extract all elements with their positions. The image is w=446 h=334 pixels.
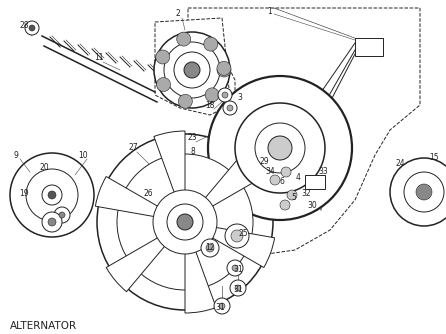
Polygon shape — [155, 18, 230, 115]
Circle shape — [167, 204, 203, 240]
Polygon shape — [188, 8, 420, 255]
Circle shape — [177, 214, 193, 230]
Text: 23: 23 — [187, 134, 197, 143]
Circle shape — [42, 185, 62, 205]
Circle shape — [10, 153, 94, 237]
Circle shape — [48, 191, 56, 199]
Text: 26: 26 — [143, 189, 153, 198]
Text: 1: 1 — [268, 7, 273, 16]
Circle shape — [235, 285, 241, 291]
Text: 11: 11 — [94, 53, 104, 62]
Circle shape — [222, 92, 228, 98]
Circle shape — [227, 260, 243, 276]
Circle shape — [390, 158, 446, 226]
Circle shape — [232, 265, 238, 271]
Text: 2: 2 — [176, 9, 180, 18]
Circle shape — [59, 212, 65, 218]
Circle shape — [117, 154, 253, 290]
Circle shape — [164, 42, 220, 98]
Circle shape — [214, 298, 230, 314]
Circle shape — [205, 88, 219, 102]
Text: 12: 12 — [205, 243, 215, 253]
Circle shape — [206, 244, 214, 252]
Bar — [305, 175, 325, 189]
Circle shape — [178, 94, 192, 108]
Wedge shape — [95, 176, 185, 222]
Circle shape — [54, 207, 70, 223]
Text: 6: 6 — [280, 176, 285, 185]
Circle shape — [29, 25, 35, 31]
Text: 4: 4 — [296, 173, 301, 182]
Circle shape — [177, 32, 191, 46]
Text: 30: 30 — [307, 201, 317, 210]
Text: 20: 20 — [39, 164, 49, 172]
Text: 10: 10 — [78, 151, 88, 160]
Wedge shape — [185, 222, 275, 268]
Text: 27: 27 — [128, 144, 138, 153]
Text: 32: 32 — [301, 189, 311, 198]
Circle shape — [281, 167, 291, 177]
Text: 25: 25 — [238, 229, 248, 238]
Text: 15: 15 — [429, 153, 439, 162]
Circle shape — [42, 212, 62, 232]
Circle shape — [153, 190, 217, 254]
Circle shape — [280, 200, 290, 210]
Text: 31: 31 — [215, 304, 225, 313]
Text: 24: 24 — [395, 159, 405, 167]
Text: 8: 8 — [190, 148, 195, 157]
Circle shape — [201, 239, 219, 257]
Text: 29: 29 — [259, 158, 269, 167]
Wedge shape — [185, 152, 264, 222]
Circle shape — [270, 175, 280, 185]
Text: 18: 18 — [205, 101, 215, 110]
Text: 28: 28 — [19, 21, 29, 30]
Text: 5: 5 — [292, 192, 297, 201]
Text: www.cmsnl.com: www.cmsnl.com — [242, 190, 282, 195]
Text: 9: 9 — [13, 151, 18, 160]
Circle shape — [208, 76, 352, 220]
Circle shape — [219, 303, 225, 309]
Wedge shape — [154, 131, 185, 222]
Circle shape — [217, 63, 231, 77]
Circle shape — [404, 172, 444, 212]
Text: 19: 19 — [19, 189, 29, 198]
Circle shape — [218, 88, 232, 102]
Circle shape — [217, 61, 231, 75]
Circle shape — [184, 62, 200, 78]
Circle shape — [416, 184, 432, 200]
Circle shape — [48, 218, 56, 226]
Circle shape — [156, 50, 170, 64]
Text: 33: 33 — [318, 167, 328, 176]
Circle shape — [268, 136, 292, 160]
Circle shape — [154, 32, 230, 108]
Text: ALTERNATOR: ALTERNATOR — [10, 321, 77, 331]
Circle shape — [25, 21, 39, 35]
Text: 34: 34 — [265, 167, 275, 176]
Circle shape — [204, 37, 218, 51]
Text: 31: 31 — [233, 286, 243, 295]
Circle shape — [157, 77, 170, 92]
Text: 3: 3 — [238, 93, 243, 102]
Circle shape — [235, 103, 325, 193]
Circle shape — [97, 134, 273, 310]
Bar — [355, 38, 383, 56]
Wedge shape — [106, 222, 185, 292]
Circle shape — [225, 224, 249, 248]
Text: 31: 31 — [233, 266, 243, 275]
Circle shape — [231, 230, 243, 242]
Circle shape — [26, 169, 78, 221]
Circle shape — [287, 190, 297, 200]
Text: CMS: CMS — [251, 177, 289, 192]
Circle shape — [223, 101, 237, 115]
Circle shape — [255, 123, 305, 173]
Circle shape — [174, 52, 210, 88]
Wedge shape — [185, 222, 216, 313]
Circle shape — [227, 105, 233, 111]
Circle shape — [230, 280, 246, 296]
